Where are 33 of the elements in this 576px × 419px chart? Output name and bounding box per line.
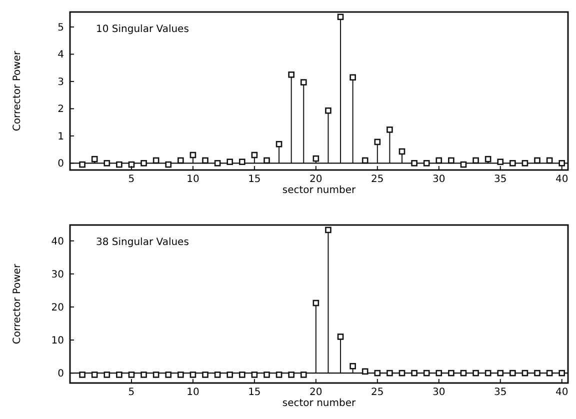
x-tick-label: 20 [310,387,322,398]
x-tick-label: 35 [494,174,507,185]
x-tick-label: 25 [371,387,384,398]
text: 38 Singular Values [96,237,189,248]
x-tick-label: 20 [310,174,322,185]
text: 10 Singular Values [96,24,189,35]
y-tick-label: 5 [58,22,64,34]
x-tick-label: 25 [371,174,384,185]
y-axis-title: Corrector Power [12,263,23,344]
y-tick-label: 4 [58,50,64,61]
x-axis-title: sector number [282,398,356,409]
x-tick-label: 5 [128,174,135,185]
x-tick-label: 30 [432,387,446,398]
y-tick-label: 0 [58,158,64,170]
x-tick-label: 40 [555,174,568,185]
y-tick-label: 2 [58,104,64,116]
x-axis-title: sector number [282,185,356,196]
x-tick-label: 40 [555,387,568,398]
x-tick-label: 35 [494,387,507,398]
y-tick-label: 3 [58,76,64,88]
x-tick-label: 10 [186,387,200,398]
x-tick-label: 10 [186,174,200,185]
y-tick-label: 10 [51,336,64,347]
x-tick-label: 5 [128,387,135,398]
y-tick-label: 0 [58,368,64,380]
x-tick-label: 30 [432,174,446,185]
y-tick-label: 1 [58,131,64,142]
y-tick-label: 20 [51,302,64,314]
y-tick-label: 30 [51,269,64,280]
x-tick-label: 15 [248,174,261,185]
x-tick-label: 15 [248,387,261,398]
y-tick-label: 40 [51,236,64,248]
y-axis-title: Corrector Power [12,50,23,132]
